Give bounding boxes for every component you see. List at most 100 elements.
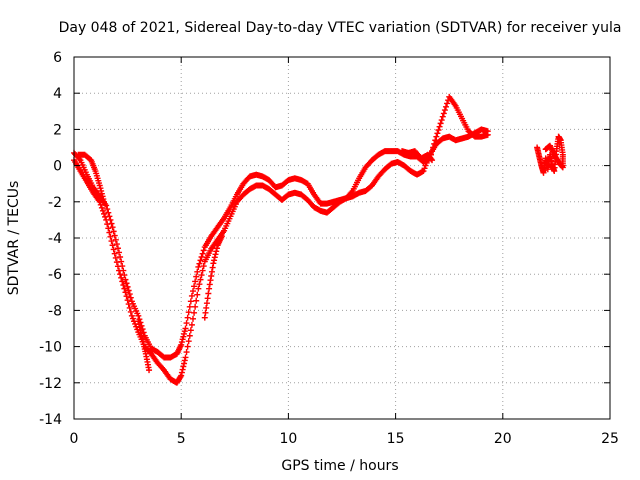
data-point	[429, 157, 436, 164]
data-point	[210, 260, 217, 267]
data-point	[125, 301, 132, 308]
data-point	[211, 254, 218, 261]
data-point	[203, 300, 210, 307]
data-point	[127, 294, 134, 301]
data-point	[199, 267, 206, 274]
data-point	[200, 263, 207, 270]
data-point	[121, 272, 128, 279]
x-tick-label: 5	[177, 431, 186, 447]
data-point	[123, 293, 130, 300]
data-point	[207, 277, 214, 284]
data-point	[126, 291, 133, 298]
data-point	[112, 254, 119, 261]
data-point	[193, 297, 200, 304]
y-tick-label: -10	[39, 340, 62, 356]
data-point	[178, 339, 185, 346]
data-point	[542, 146, 549, 153]
data-point	[113, 259, 120, 266]
data-point	[122, 289, 129, 296]
y-tick-label: -4	[48, 231, 62, 247]
data-point	[110, 246, 117, 253]
data-point	[204, 295, 211, 302]
data-point	[98, 204, 105, 211]
y-tick-label: -14	[39, 412, 62, 428]
data-point	[436, 123, 443, 130]
data-point	[116, 267, 123, 274]
data-point	[422, 162, 429, 169]
data-point	[187, 298, 194, 305]
y-tick-label: 6	[53, 50, 62, 66]
y-tick-label: 2	[53, 122, 62, 138]
data-point	[428, 156, 435, 163]
data-point	[100, 196, 107, 203]
data-point	[104, 221, 111, 228]
data-point	[103, 202, 110, 209]
y-tick-label: 4	[53, 86, 62, 102]
data-point	[193, 273, 200, 280]
data-point	[189, 315, 196, 322]
grid-layer	[74, 57, 610, 419]
x-tick-label: 25	[601, 431, 619, 447]
x-axis-label: GPS time / hours	[281, 458, 398, 474]
data-point	[185, 309, 192, 316]
data-point	[96, 182, 103, 189]
data-point	[211, 257, 218, 264]
data-point	[189, 288, 196, 295]
data-point	[192, 278, 199, 285]
data-point	[179, 366, 186, 373]
data-point	[122, 276, 129, 283]
data-point	[97, 185, 104, 192]
data-point	[206, 281, 213, 288]
data-point	[435, 127, 442, 134]
data-point	[104, 206, 111, 213]
data-point	[192, 303, 199, 310]
data-point	[182, 325, 189, 332]
data-point	[124, 297, 131, 304]
x-tick-label: 0	[70, 431, 79, 447]
data-point	[117, 254, 124, 261]
data-point	[186, 303, 193, 310]
data-point	[178, 372, 185, 379]
data-point	[124, 283, 131, 290]
data-point	[196, 281, 203, 288]
series-branch-right	[75, 151, 108, 205]
data-point	[111, 250, 118, 257]
series-track-b	[71, 126, 491, 386]
y-tick-label: 0	[53, 159, 62, 175]
data-point	[97, 201, 104, 208]
data-point	[177, 373, 184, 380]
y-tick-label: -12	[39, 376, 62, 392]
data-point	[218, 233, 225, 240]
data-point	[205, 290, 212, 297]
data-point	[118, 274, 125, 281]
data-point	[182, 354, 189, 361]
data-point	[208, 273, 215, 280]
data-point	[199, 250, 206, 257]
data-point	[108, 238, 115, 245]
data-point	[440, 110, 447, 117]
data-point	[117, 271, 124, 278]
data-point	[114, 245, 121, 252]
data-point	[180, 363, 187, 370]
data-point	[98, 190, 105, 197]
data-point	[99, 207, 106, 214]
data-point	[105, 225, 112, 232]
data-point	[484, 128, 491, 135]
data-point	[106, 229, 113, 236]
data-point	[135, 312, 142, 319]
data-point	[421, 165, 428, 172]
data-point	[137, 327, 144, 334]
data-point	[138, 330, 145, 337]
data-point	[178, 341, 185, 348]
plot-frame	[73, 56, 611, 420]
data-point	[209, 264, 216, 271]
data-point	[202, 309, 209, 316]
data-point	[180, 333, 187, 340]
data-point	[183, 349, 190, 356]
data-point	[181, 330, 188, 337]
series-branch-rise	[201, 233, 225, 321]
data-point	[184, 314, 191, 321]
data-point	[135, 318, 142, 325]
data-point	[213, 248, 220, 255]
